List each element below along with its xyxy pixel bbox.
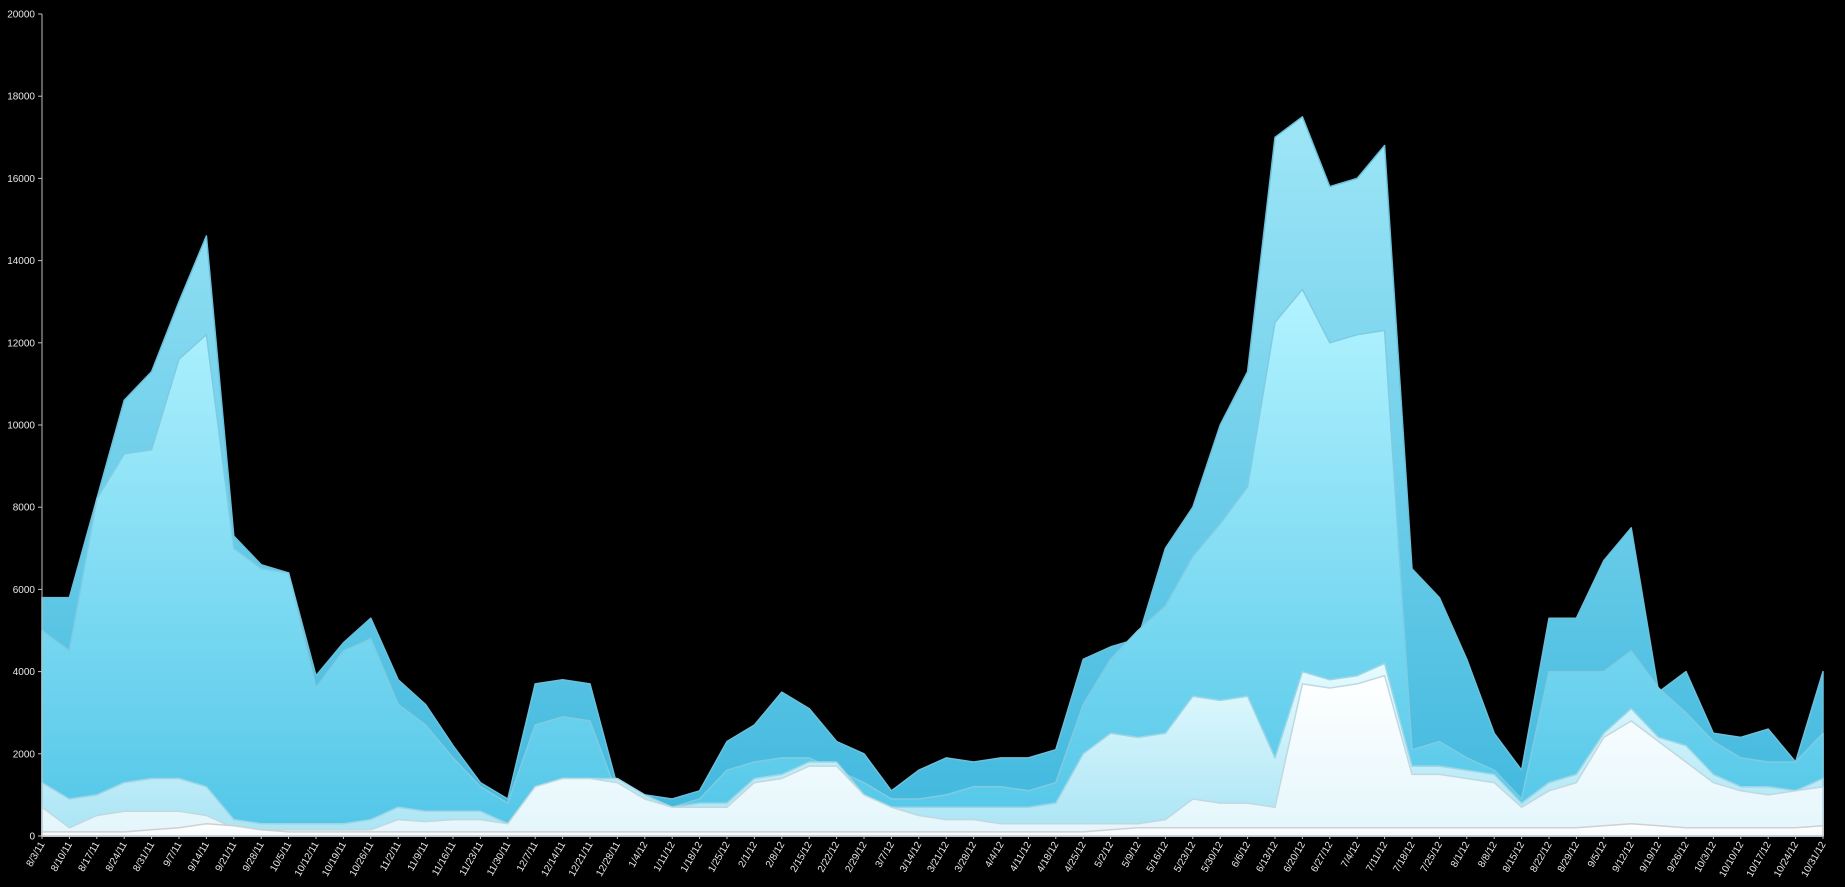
x-tick-label: 8/3/11 xyxy=(25,840,48,869)
x-tick-label: 9/12/12 xyxy=(1611,840,1637,875)
x-tick-label: 1/25/12 xyxy=(706,840,732,875)
x-tick-label: 10/3/12 xyxy=(1693,840,1719,875)
x-tick-label: 2/1/12 xyxy=(737,840,761,870)
x-tick-label: 5/9/12 xyxy=(1120,840,1144,870)
x-tick-label: 1/11/12 xyxy=(652,840,678,874)
area-series-4 xyxy=(41,288,1824,837)
x-tick-label: 8/31/11 xyxy=(131,840,157,874)
x-tick-label: 9/28/11 xyxy=(241,840,267,874)
y-tick-label: 0 xyxy=(29,832,35,843)
x-tick-label: 10/31/12 xyxy=(1800,840,1829,880)
x-tick-label: 2/15/12 xyxy=(789,840,815,875)
x-tick-label: 6/6/12 xyxy=(1230,840,1254,870)
x-tick-label: 10/19/11 xyxy=(320,840,349,879)
x-tick-label: 4/25/12 xyxy=(1063,840,1089,875)
x-tick-label: 6/13/12 xyxy=(1254,840,1280,875)
area-series-1 xyxy=(41,822,1824,837)
x-tick-label: 1/4/12 xyxy=(627,840,651,870)
x-tick-label: 2/29/12 xyxy=(843,840,869,875)
y-tick-label: 4000 xyxy=(13,667,36,678)
x-tick-label: 7/4/12 xyxy=(1339,840,1363,870)
x-tick-label: 11/23/11 xyxy=(458,840,486,878)
x-tick-label: 9/14/11 xyxy=(186,840,212,874)
area-series-2 xyxy=(41,674,1824,837)
x-tick-label: 4/4/12 xyxy=(983,840,1007,870)
x-tick-label: 6/27/12 xyxy=(1309,840,1335,875)
x-tick-label: 1/18/12 xyxy=(679,840,705,875)
x-tick-label: 5/23/12 xyxy=(1172,840,1198,875)
x-tick-label: 9/26/12 xyxy=(1665,840,1691,875)
x-tick-label: 8/10/11 xyxy=(49,840,75,874)
x-tick-label: 9/7/11 xyxy=(162,840,185,869)
x-tick-label: 9/5/12 xyxy=(1586,840,1610,870)
x-tick-label: 5/2/12 xyxy=(1093,840,1117,870)
x-tick-label: 8/22/12 xyxy=(1528,840,1554,875)
x-tick-label: 12/7/11 xyxy=(515,840,541,874)
x-tick-label: 8/29/12 xyxy=(1556,840,1582,875)
x-tick-label: 6/20/12 xyxy=(1282,840,1308,875)
y-tick-label: 16000 xyxy=(7,174,35,185)
x-tick-label: 4/18/12 xyxy=(1035,840,1061,875)
x-tick-label: 11/16/11 xyxy=(430,840,458,878)
x-tick-label: 11/30/11 xyxy=(485,840,513,878)
x-tick-label: 3/7/12 xyxy=(874,840,898,870)
y-tick-label: 6000 xyxy=(13,585,36,596)
x-tick-label: 11/9/11 xyxy=(406,840,432,873)
x-tick-label: 7/18/12 xyxy=(1391,840,1417,875)
x-tick-label: 3/14/12 xyxy=(898,840,924,875)
x-tick-label: 11/2/11 xyxy=(378,840,404,873)
x-tick-label: 8/17/11 xyxy=(77,840,103,874)
y-tick-label: 20000 xyxy=(7,10,35,21)
x-tick-label: 2/8/12 xyxy=(764,840,788,870)
y-tick-label: 12000 xyxy=(7,338,35,349)
x-tick-label: 12/21/11 xyxy=(567,840,596,879)
y-tick-label: 2000 xyxy=(13,749,36,760)
y-tick-label: 10000 xyxy=(7,421,35,432)
x-tick-label: 10/5/11 xyxy=(268,840,294,874)
x-tick-label: 9/19/12 xyxy=(1638,840,1664,875)
x-tick-label: 2/22/12 xyxy=(816,840,842,875)
x-tick-label: 10/12/11 xyxy=(293,840,322,879)
x-tick-label: 10/26/11 xyxy=(348,840,377,879)
x-tick-label: 8/8/12 xyxy=(1476,840,1500,870)
y-tick-label: 8000 xyxy=(13,503,36,514)
x-tick-label: 4/11/12 xyxy=(1008,840,1034,874)
x-tick-label: 10/24/12 xyxy=(1772,840,1801,880)
x-tick-label: 5/30/12 xyxy=(1200,840,1226,875)
x-tick-label: 8/24/11 xyxy=(104,840,130,874)
x-tick-label: 8/15/12 xyxy=(1501,840,1527,875)
y-tick-label: 18000 xyxy=(7,92,35,103)
x-tick-label: 5/16/12 xyxy=(1145,840,1171,875)
x-tick-label: 10/17/12 xyxy=(1745,840,1774,880)
x-tick-label: 3/21/12 xyxy=(926,840,952,875)
x-tick-label: 9/21/11 xyxy=(214,840,240,874)
x-tick-label: 12/14/11 xyxy=(540,840,569,879)
x-tick-label: 7/25/12 xyxy=(1419,840,1445,875)
x-tick-label: 3/28/12 xyxy=(953,840,979,875)
x-tick-label: 10/10/12 xyxy=(1717,840,1746,880)
x-tick-label: 7/11/12 xyxy=(1364,840,1390,874)
x-tick-label: 12/28/11 xyxy=(594,840,623,879)
y-tick-label: 14000 xyxy=(7,256,35,267)
x-tick-label: 8/1/12 xyxy=(1449,840,1473,870)
